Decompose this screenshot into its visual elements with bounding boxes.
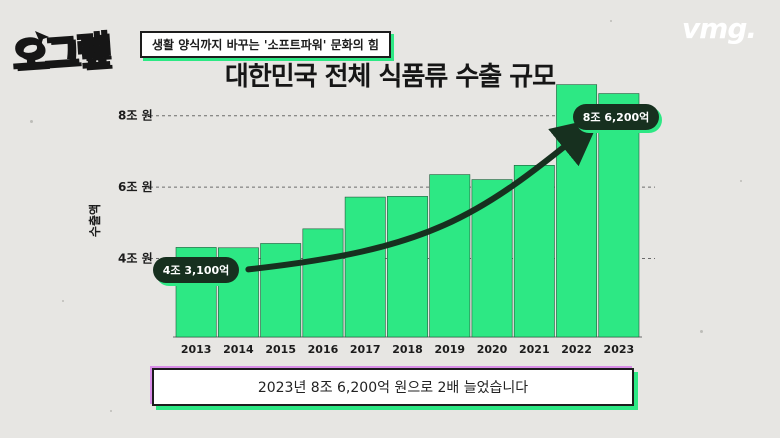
bar-2015 <box>260 243 302 338</box>
x-tick-label: 2014 <box>223 343 254 356</box>
brand-logo: vmg. <box>681 12 757 45</box>
bar-2021 <box>513 165 555 338</box>
x-tick-label: 2016 <box>308 343 339 356</box>
y-tick-label: 4조 원 <box>118 251 153 265</box>
bar-2023 <box>598 93 640 338</box>
x-tick-label: 2020 <box>477 343 508 356</box>
cursor-icon <box>35 31 49 45</box>
x-tick-label: 2013 <box>181 343 212 356</box>
caption-box: 2023년 8조 6,200억 원으로 2배 늘었습니다 <box>152 368 634 406</box>
bar-2018 <box>387 196 428 338</box>
x-tick-label: 2019 <box>434 343 465 356</box>
y-tick-label: 6조 원 <box>118 180 153 194</box>
x-tick-label: 2015 <box>265 343 296 356</box>
bar-2016 <box>302 228 344 338</box>
bar-2017 <box>344 196 386 338</box>
annotation-start-text: 4조 3,100억 <box>163 264 230 277</box>
x-tick-label: 2023 <box>604 343 635 356</box>
x-tick-label: 2022 <box>561 343 592 356</box>
background-speck <box>700 330 703 333</box>
topic-banner: 생활 양식까지 바꾸는 '소프트파워' 문화의 힘 <box>140 31 391 58</box>
y-tick-label: 8조 원 <box>118 109 153 123</box>
background-speck <box>610 20 612 22</box>
annotation-end-text: 8조 6,200억 <box>583 111 650 124</box>
chart-title: 대한민국 전체 식품류 수출 규모 <box>224 62 556 92</box>
background-speck <box>110 410 112 412</box>
trend-arrow <box>245 117 601 273</box>
annotation-start <box>153 257 239 283</box>
background-speck <box>30 120 33 123</box>
background-speck <box>62 300 64 302</box>
annotation-end <box>573 104 659 130</box>
bar-2019 <box>429 174 471 338</box>
bar-2020 <box>471 179 513 338</box>
x-tick-label: 2017 <box>350 343 381 356</box>
background-speck <box>740 180 742 182</box>
x-tick-label: 2018 <box>392 343 423 356</box>
x-tick-label: 2021 <box>519 343 550 356</box>
